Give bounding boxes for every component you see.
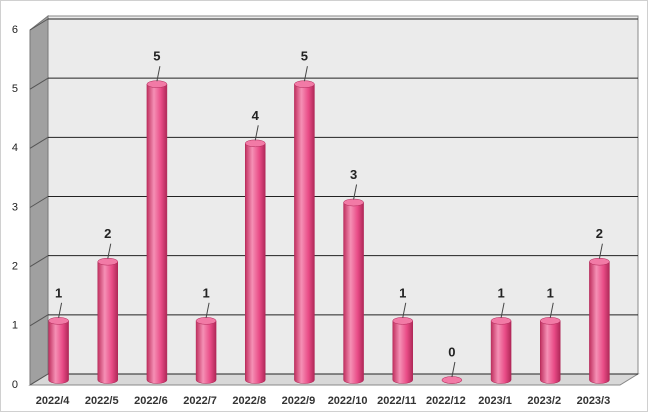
bar-top <box>392 317 413 325</box>
leader-line <box>402 302 407 318</box>
side-grid-line <box>29 77 49 90</box>
y-tick-label: 5 <box>12 83 18 95</box>
bar-top <box>589 257 610 266</box>
bar <box>294 83 315 384</box>
value-label: 5 <box>301 49 308 64</box>
bar-top <box>195 317 217 325</box>
bar-top <box>48 317 69 325</box>
bar-top <box>540 317 561 325</box>
bar-top <box>245 139 266 148</box>
y-tick-label: 0 <box>12 379 18 391</box>
leader-line <box>303 66 308 82</box>
side-grid-line <box>29 314 49 327</box>
value-label: 4 <box>252 108 260 123</box>
x-tick-label: 2022/4 <box>36 395 71 407</box>
leader-line <box>254 125 259 141</box>
x-tick-label: 2022/9 <box>282 395 316 407</box>
side-wall <box>29 14 49 386</box>
x-tick-label: 2022/5 <box>85 395 119 407</box>
bar <box>97 261 118 384</box>
value-label: 2 <box>104 226 111 241</box>
leader-line <box>156 66 161 82</box>
leader-line <box>598 243 603 259</box>
side-grid-line <box>29 373 49 386</box>
leader-line <box>451 361 456 378</box>
x-tick-label: 2022/10 <box>328 395 368 407</box>
bar <box>392 320 413 384</box>
side-grid-line <box>29 136 49 149</box>
y-tick-label: 6 <box>12 24 18 36</box>
y-tick-label: 2 <box>12 261 18 273</box>
x-tick-label: 2023/1 <box>478 395 512 407</box>
x-tick-label: 2022/7 <box>183 395 217 407</box>
bar-top <box>294 80 315 88</box>
side-grid-line <box>29 18 49 31</box>
bar <box>490 320 512 384</box>
bar <box>48 320 69 384</box>
value-label: 1 <box>202 285 209 300</box>
leader-line <box>107 243 112 259</box>
value-label: 1 <box>497 285 504 300</box>
x-tick-label: 2023/2 <box>527 395 561 407</box>
value-label: 5 <box>153 49 160 64</box>
value-label: 3 <box>350 167 357 182</box>
leader-line <box>549 302 554 318</box>
value-label: 1 <box>399 285 406 300</box>
value-label: 1 <box>547 285 554 300</box>
bar-top <box>441 376 463 384</box>
bar-top <box>490 317 512 325</box>
bar-top <box>343 198 364 207</box>
y-tick-label: 3 <box>12 201 18 213</box>
bar <box>343 202 364 384</box>
bar <box>589 261 610 384</box>
leader-line <box>58 302 63 318</box>
bar-top <box>146 80 168 88</box>
x-tick-label: 2022/12 <box>426 395 466 407</box>
side-grid-line <box>29 196 49 208</box>
x-tick-label: 2022/8 <box>232 395 266 407</box>
y-tick-label: 4 <box>12 142 18 154</box>
side-grid-line <box>29 255 49 268</box>
y-tick-label: 1 <box>12 320 18 332</box>
bar-top <box>97 257 118 266</box>
bar <box>540 320 561 384</box>
bar <box>146 83 168 384</box>
x-tick-label: 2022/11 <box>377 395 416 407</box>
bar <box>245 143 266 384</box>
value-label: 0 <box>448 344 455 359</box>
x-tick-label: 2023/3 <box>577 395 611 407</box>
value-label: 2 <box>596 226 603 241</box>
x-tick-label: 2022/6 <box>134 395 168 407</box>
value-label: 1 <box>55 285 62 300</box>
leader-line <box>500 302 505 318</box>
bar <box>195 320 217 384</box>
leader-line <box>205 302 210 318</box>
leader-line <box>353 184 358 200</box>
